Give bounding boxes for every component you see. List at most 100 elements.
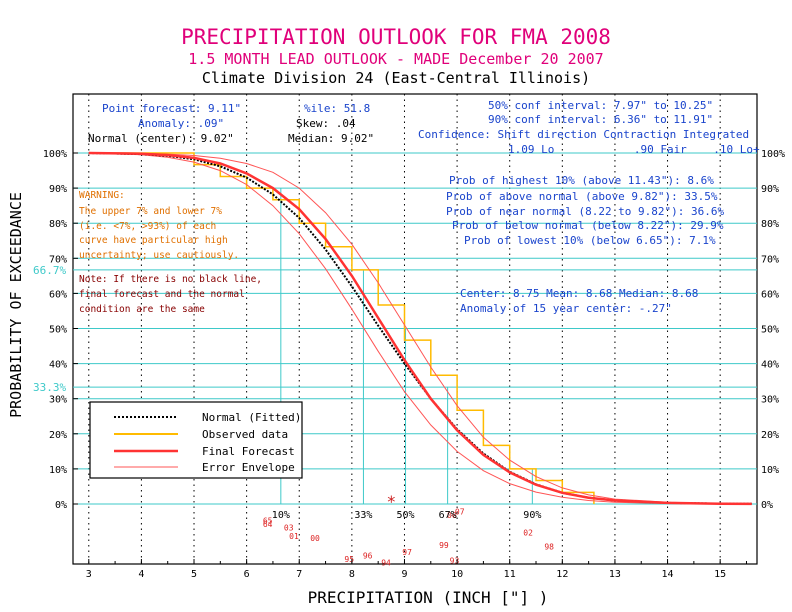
year-label: 97 [402, 548, 412, 557]
y-tick-label-right: 90% [761, 184, 779, 195]
climate-division: Climate Division 24 (East-Central Illino… [202, 69, 590, 87]
x-tick-label: 5 [191, 569, 197, 580]
y-tick-label-left: 60% [49, 289, 67, 300]
warning-line: The upper 7% and lower 7% [79, 206, 222, 217]
conf-interval-50: 50% conf interval: 7.97" to 10.25" [488, 99, 713, 112]
y-tick-label-left: 30% [49, 395, 67, 406]
final-forecast-line [88, 151, 752, 506]
year-label: 02 [523, 529, 533, 538]
year-label: 07 [455, 508, 465, 517]
legend-label-observed: Observed data [202, 428, 288, 441]
y-axis-title: PROBABILITY OF EXCEEDANCE [7, 192, 25, 418]
point-forecast: Point forecast: 9.11" [102, 102, 241, 115]
x-tick-label: 9 [401, 569, 407, 580]
y-tick-label-right: 0% [761, 500, 773, 511]
x-tick-label: 4 [138, 569, 144, 580]
note-line: condition are the same [79, 304, 205, 315]
y-tick-label-left: 20% [49, 430, 67, 441]
ref-label-66-7: 66.7% [33, 264, 66, 277]
year-label: 65 [263, 516, 273, 525]
y-tick-label-right: 70% [761, 254, 779, 265]
y-tick-label-left: 80% [49, 219, 67, 230]
y-tick-label-right: 100% [761, 149, 785, 160]
x-tick-label: 3 [86, 569, 92, 580]
y-tick-label-left: 40% [49, 360, 67, 371]
year-label: 03 [284, 523, 294, 532]
prob-below: Prob of below normal (below 8.22"): 29.9… [452, 219, 724, 232]
y-tick-label-left: 100% [43, 149, 67, 160]
year-label: 00 [310, 534, 320, 543]
chart-subtitle: 1.5 MONTH LEAD OUTLOOK - MADE December 2… [188, 50, 603, 68]
y-tick-label-left: 0% [55, 500, 67, 511]
y-tick-label-left: 50% [49, 325, 67, 336]
conf-interval-90: 90% conf interval: 6.36" to 11.91" [488, 113, 713, 126]
year-label: 94 [381, 558, 391, 567]
year-label: 93 [450, 557, 460, 566]
y-tick-label-left: 70% [49, 254, 67, 265]
legend-label-envelope: Error Envelope [202, 461, 295, 474]
normal-center: Normal (center): 9.02" [88, 132, 234, 145]
percentile: %ile: 51.8 [304, 102, 370, 115]
y-tick-label-right: 60% [761, 289, 779, 300]
percentile-label: 67% [439, 510, 457, 521]
legend-label-final: Final Forecast [202, 445, 295, 458]
year-label: 99 [439, 541, 449, 550]
x-axis-title: PRECIPITATION (INCH ["] ) [308, 588, 549, 607]
envelope-upper-line [88, 152, 752, 505]
x-tick-label: 13 [609, 569, 621, 580]
x-tick-label: 7 [296, 569, 302, 580]
ref-label-33-3: 33.3% [33, 381, 66, 394]
anomaly: Anomaly: .09" [138, 117, 224, 130]
year-label: 95 [344, 555, 354, 564]
y-tick-label-right: 10% [761, 465, 779, 476]
warning-line: WARNING: [79, 190, 125, 201]
warning-line: (i.e. <7%, >93%) of each [79, 221, 216, 232]
note-line: Note: If there is no black line, [79, 274, 262, 285]
warning-line: curve have particular high [79, 235, 228, 246]
x-tick-label: 12 [556, 569, 568, 580]
y-tick-label-right: 50% [761, 325, 779, 336]
center-stats-line2: Anomaly of 15 year center: -.27" [460, 302, 672, 315]
x-tick-label: 6 [244, 569, 250, 580]
year-label: 06 [447, 511, 457, 520]
year-label: 98 [544, 543, 554, 552]
y-tick-label-left: 90% [49, 184, 67, 195]
y-tick-label-right: 20% [761, 430, 779, 441]
confidence-label: Confidence: Shift direction Contraction … [418, 128, 749, 141]
note-line: final forecast and the normal [79, 289, 245, 300]
tick-layer: 3 4 5 6 7 8 9 10 11 12 13 14 15 0% 0% 10% 10% 20% 20% 30% 30… [43, 149, 785, 580]
center-stats-line1: Center: 8.75 Mean: 8.68 Median: 8.68 [460, 287, 698, 300]
grid-layer [73, 94, 757, 564]
percentile-label: 10% [272, 510, 290, 521]
observed-data-line [88, 152, 595, 504]
x-tick-label: 11 [504, 569, 516, 580]
prob-above: Prob of above normal (above 9.82"): 33.5… [446, 190, 718, 203]
legend-label-normal: Normal (Fitted) [202, 411, 301, 424]
median: Median: 9.02" [288, 132, 374, 145]
prob-lowest: Prob of lowest 10% (below 6.65"): 7.1% [464, 234, 716, 247]
confidence-values: 1.09 Lo .90 Fair .10 Lo+ [508, 143, 760, 156]
x-tick-label: 15 [714, 569, 726, 580]
forecast-center-marker: * [387, 492, 397, 511]
x-tick-label: 8 [349, 569, 355, 580]
prob-near: Prob of near normal (8.22 to 9.82"): 36.… [446, 205, 725, 218]
percentile-label: 50% [396, 510, 414, 521]
legend: Normal (Fitted) Observed data Final Fore… [89, 401, 303, 479]
year-label: 96 [363, 551, 373, 560]
envelope-lower-line [88, 152, 752, 505]
year-label: 64 [263, 520, 273, 529]
year-label: 01 [289, 532, 299, 541]
percentile-label: 90% [523, 510, 541, 521]
warning-line: uncertainty; use cautiously. [79, 250, 239, 261]
prob-highest: Prob of highest 10% (above 11.43"): 8.6% [449, 174, 714, 187]
skew: Skew: .04 [296, 117, 356, 130]
y-tick-label-right: 30% [761, 395, 779, 406]
legend-box [89, 401, 303, 479]
percentile-label: 33% [354, 510, 372, 521]
y-tick-label-right: 40% [761, 360, 779, 371]
x-tick-label: 14 [662, 569, 674, 580]
y-tick-label-left: 10% [49, 465, 67, 476]
x-tick-label: 10 [451, 569, 463, 580]
